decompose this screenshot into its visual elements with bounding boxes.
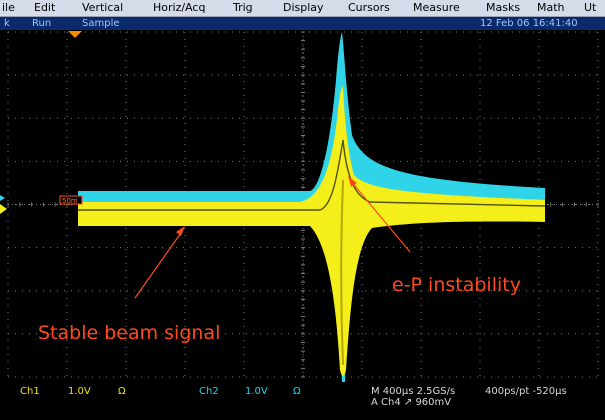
ch1-coupling: Ω xyxy=(118,386,126,397)
trigger-position-marker xyxy=(68,31,82,38)
reference-marker-box xyxy=(59,195,83,205)
ch2-ground-marker xyxy=(0,195,5,201)
traces xyxy=(78,32,546,382)
menu-bar: ile Edit Vertical Horiz/Acq Trig Display… xyxy=(0,0,605,17)
stable-arrowhead xyxy=(176,226,185,236)
instability-arrow xyxy=(349,179,411,253)
ch1-ground-marker xyxy=(0,204,7,214)
instability-label: e-P instability xyxy=(392,274,521,296)
markers: 50m xyxy=(0,31,411,299)
menu-edit[interactable]: Edit xyxy=(34,1,56,14)
stable-arrow xyxy=(134,229,184,299)
waveform-display[interactable]: 50m e-P instability Stable beam signal xyxy=(0,30,605,382)
menu-file[interactable]: ile xyxy=(2,1,15,14)
ch1-name[interactable]: Ch1 xyxy=(20,386,40,397)
acquisition-mode: Sample xyxy=(82,18,120,29)
menu-utilities[interactable]: Ut xyxy=(584,1,597,14)
timebase[interactable]: M 400µs 2.5GS/s xyxy=(371,386,456,397)
ch2-scale: 1.0V xyxy=(245,386,268,397)
record-readout: 400ps/pt -520µs xyxy=(485,386,567,397)
trigger-readout[interactable]: A Ch4 ↗ 960mV xyxy=(371,397,452,408)
ch1-scale: 1.0V xyxy=(68,386,91,397)
status-bar: k Run Sample 12 Feb 06 16:41:40 xyxy=(0,17,605,30)
ch2-coupling: Ω xyxy=(293,386,301,397)
instability-arrowhead xyxy=(348,176,357,187)
reference-marker-label: 50m xyxy=(62,197,78,205)
status-prefix: k xyxy=(4,18,10,29)
menu-cursors[interactable]: Cursors xyxy=(348,1,390,14)
menu-masks[interactable]: Masks xyxy=(486,1,521,14)
readout-panel: Ch1 1.0V Ω Ch2 1.0V Ω M 400µs 2.5GS/s A … xyxy=(0,382,605,420)
menu-vertical[interactable]: Vertical xyxy=(82,1,124,14)
run-state[interactable]: Run xyxy=(32,18,52,29)
stable-beam-label: Stable beam signal xyxy=(38,322,221,344)
menu-measure[interactable]: Measure xyxy=(413,1,460,14)
ch1-core-vertical xyxy=(340,179,344,366)
menu-trig[interactable]: Trig xyxy=(233,1,253,14)
waveform-svg: 50m xyxy=(0,31,599,382)
ch1-core xyxy=(78,139,546,211)
ch2-name[interactable]: Ch2 xyxy=(199,386,219,397)
menu-math[interactable]: Math xyxy=(537,1,565,14)
menu-display[interactable]: Display xyxy=(283,1,324,14)
date-time: 12 Feb 06 16:41:40 xyxy=(480,18,578,29)
menu-horiz-acq[interactable]: Horiz/Acq xyxy=(153,1,206,14)
